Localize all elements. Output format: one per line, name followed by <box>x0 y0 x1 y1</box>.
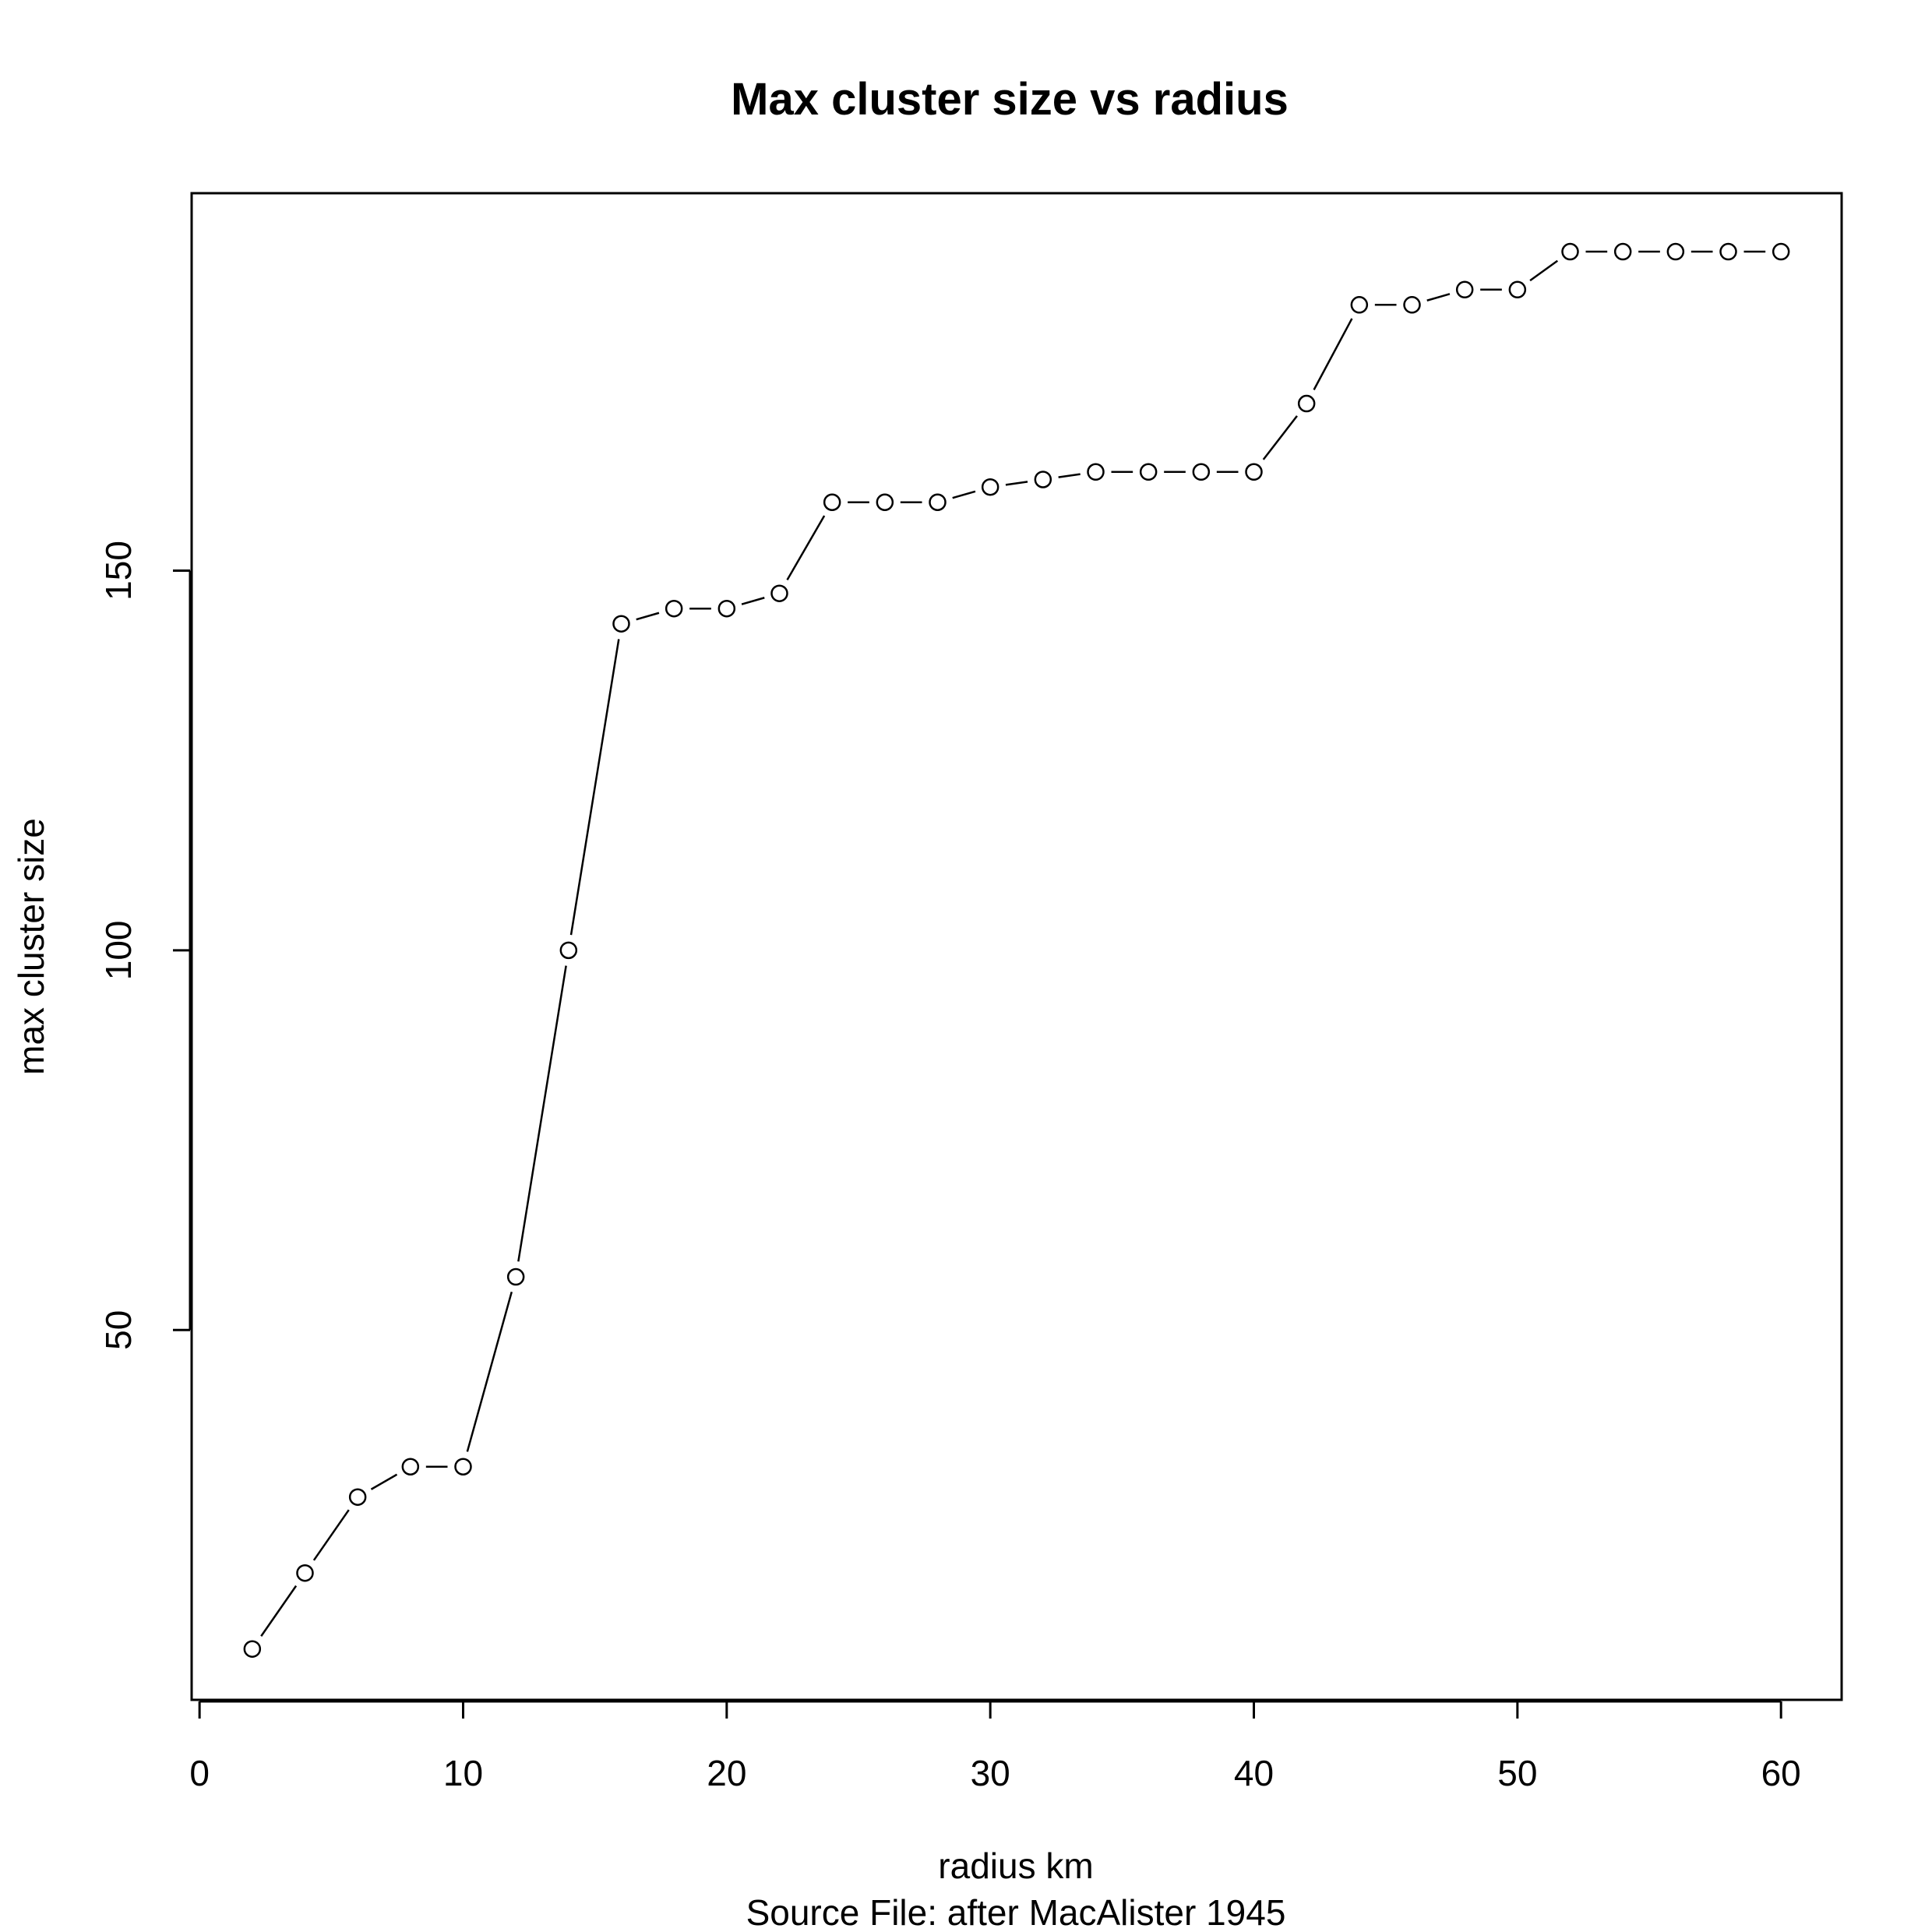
data-point <box>823 493 841 511</box>
data-point <box>1245 463 1263 481</box>
data-point <box>1403 296 1421 314</box>
series-segment <box>741 597 765 605</box>
data-point <box>981 478 999 496</box>
y-tick-label: 100 <box>98 920 139 980</box>
y-tick-label: 50 <box>98 1310 139 1350</box>
series-segment <box>370 1473 398 1490</box>
chart-subtitle: Source File: after MacAlister 1945 <box>746 1892 1286 1932</box>
data-point <box>1613 242 1632 261</box>
data-point <box>612 615 630 633</box>
x-tick-label: 0 <box>189 1753 210 1793</box>
series-line <box>260 250 1766 1637</box>
plot-frame <box>190 192 1843 1701</box>
series-segment <box>260 1585 298 1637</box>
data-point <box>1350 296 1369 314</box>
data-point <box>1561 242 1579 261</box>
data-point <box>243 1640 262 1658</box>
data-point <box>506 1267 525 1286</box>
data-point <box>1139 463 1158 481</box>
data-point <box>296 1564 314 1582</box>
series-segment <box>1262 415 1298 460</box>
data-point <box>1666 242 1685 261</box>
data-point <box>1508 280 1527 299</box>
x-tick-label: 40 <box>1234 1753 1274 1793</box>
data-point <box>1772 242 1790 261</box>
x-tick-label: 10 <box>443 1753 483 1793</box>
y-tick-label: 150 <box>98 541 139 601</box>
data-point <box>401 1458 420 1475</box>
data-point <box>1297 394 1316 413</box>
x-tick-label: 60 <box>1761 1753 1801 1793</box>
series-segment <box>1313 318 1353 390</box>
data-point <box>665 599 683 618</box>
data-point <box>876 493 894 511</box>
series-segment <box>466 1291 513 1452</box>
data-point <box>929 493 947 511</box>
x-tick-label: 30 <box>971 1753 1010 1793</box>
data-point <box>1034 471 1052 488</box>
data-point <box>1455 280 1474 299</box>
series-segment <box>312 1509 350 1561</box>
data-point <box>454 1458 472 1475</box>
data-point <box>717 599 736 618</box>
series-segment <box>517 965 567 1262</box>
series-segment <box>1058 473 1081 478</box>
y-axis: 50 100 150 <box>98 541 192 1350</box>
series-segment <box>1529 259 1559 282</box>
y-axis-label: max cluster size <box>11 818 51 1075</box>
x-axis-label: radius km <box>938 1846 1093 1886</box>
data-point <box>1087 463 1105 481</box>
data-point <box>1192 463 1211 481</box>
series-points <box>243 242 1790 1658</box>
series-segment <box>786 515 826 581</box>
x-tick-label: 20 <box>707 1753 746 1793</box>
series-segment <box>636 612 660 621</box>
data-point <box>348 1488 367 1506</box>
series-segment <box>569 639 620 936</box>
x-tick-label: 50 <box>1497 1753 1537 1793</box>
chart-title: Max cluster size vs radius <box>731 74 1289 125</box>
data-point <box>559 941 578 960</box>
series-segment <box>952 490 976 499</box>
x-axis: 0 10 20 30 40 50 60 <box>189 1700 1801 1793</box>
data-point <box>770 584 788 602</box>
data-point <box>1719 242 1737 261</box>
series-segment <box>1426 293 1451 301</box>
series-segment <box>1005 481 1028 486</box>
